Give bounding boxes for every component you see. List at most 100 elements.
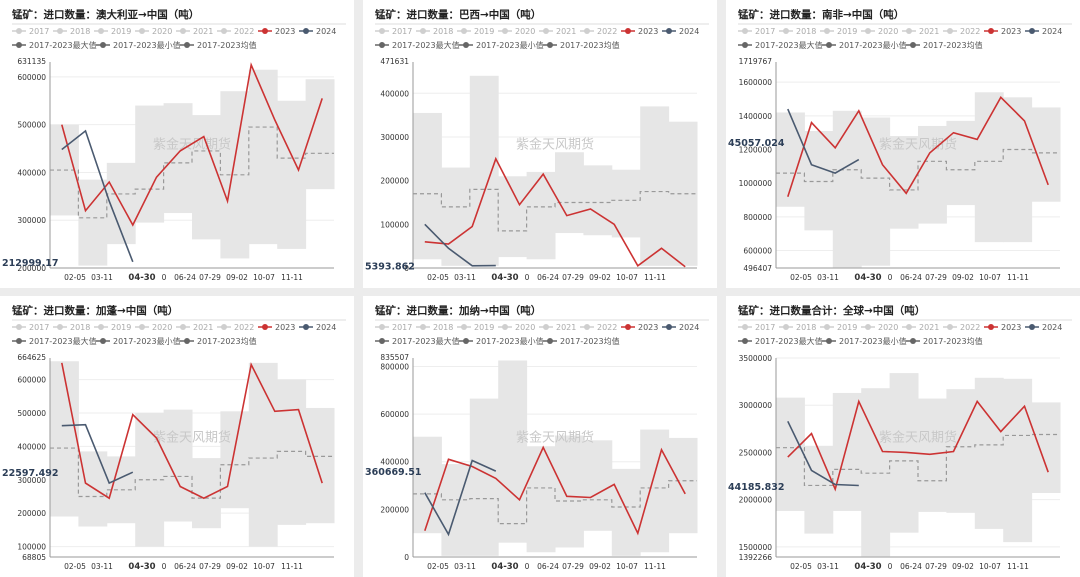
x-tick-label: 03-11 xyxy=(817,562,839,571)
chart-svg: 锰矿：进口数量：澳大利亚→中国（吨） 2017 2018 2019 2020 2021 20… xyxy=(2,8,346,283)
range-band xyxy=(832,110,862,268)
legend-label-2019: 2019 xyxy=(474,27,494,36)
range-band xyxy=(946,389,976,513)
legend-swatch-dot xyxy=(379,42,385,48)
legend-swatch-dot xyxy=(947,324,953,330)
y-max-label: 664625 xyxy=(17,353,46,362)
range-band xyxy=(192,115,221,240)
legend-swatch-dot xyxy=(461,28,467,34)
y-tick-label: 1600000 xyxy=(739,78,773,87)
range-band xyxy=(163,409,193,522)
legend-swatch-dot xyxy=(826,338,832,344)
legend-label-2021: 2021 xyxy=(193,323,213,332)
y-tick-label: 400000 xyxy=(17,442,46,451)
y-tick-label: 1200000 xyxy=(739,146,773,155)
x-tick-label: 11-11 xyxy=(644,273,666,282)
average-line xyxy=(413,480,697,525)
x-tick-label: 06-24 xyxy=(174,273,196,282)
range-band xyxy=(640,106,670,266)
y-tick-label: 1400000 xyxy=(739,112,773,121)
y-tick-label: 1500000 xyxy=(739,543,773,552)
legend-label-2024: 2024 xyxy=(679,323,699,332)
x-tick-label: 09-02 xyxy=(589,273,611,282)
legend-label-stat: 2017-2023最大值 xyxy=(392,40,460,50)
legend-swatch-dot xyxy=(262,324,268,330)
y-tick-label: 400000 xyxy=(380,89,409,98)
legend-swatch-dot xyxy=(100,338,106,344)
x-tick-label: 06-24 xyxy=(900,562,922,571)
legend-swatch-dot xyxy=(910,42,916,48)
legend-label-2022: 2022 xyxy=(234,27,254,36)
average-line xyxy=(776,433,1060,487)
x-tick-label: 11-11 xyxy=(644,562,666,571)
range-band xyxy=(889,136,919,229)
watermark: 紫金天风期货 xyxy=(516,430,594,446)
legend-label-2019: 2019 xyxy=(837,323,857,332)
x-tick-label: 11-11 xyxy=(1007,273,1029,282)
range-band xyxy=(413,112,442,260)
legend-swatch-dot xyxy=(625,324,631,330)
legend-swatch-dot xyxy=(420,28,426,34)
series-line-2024 xyxy=(424,459,497,537)
y-tick-label: 300000 xyxy=(380,133,409,142)
chart-panel-south-africa: 锰矿：进口数量：南非→中国（吨） 2017 2018 2019 2020 2021 2022… xyxy=(726,0,1080,288)
legend-label-stat: 2017-2023最小值 xyxy=(839,336,907,346)
legend-label-stat: 2017-2023均值 xyxy=(197,336,257,346)
chart-svg: 锰矿：进口数量：巴西→中国（吨） 2017 2018 2019 2020 2021 2022… xyxy=(365,8,709,283)
legend-swatch-dot xyxy=(463,42,469,48)
y-max-label: 1719767 xyxy=(739,57,773,66)
legend-swatch-dot xyxy=(910,338,916,344)
y-tick-label: 200000 xyxy=(17,264,46,273)
axis-pointer-label: 44185.832 xyxy=(728,482,785,493)
y-tick-label: 500000 xyxy=(17,121,46,130)
x-tick-label: 09-02 xyxy=(226,273,248,282)
legend-swatch-dot xyxy=(98,324,104,330)
y-max-label: 471631 xyxy=(380,57,409,66)
chart-svg: 锰矿：进口数量合计：全球→中国（吨） 2017 2018 2019 2020 2021 20… xyxy=(728,304,1072,572)
legend-swatch-dot xyxy=(262,28,268,34)
y-tick-label: 200000 xyxy=(380,177,409,186)
range-band xyxy=(861,388,891,557)
legend-swatch-dot xyxy=(16,28,22,34)
legend-label-2017: 2017 xyxy=(392,27,412,36)
y-tick-label: 500000 xyxy=(17,409,46,418)
average-line xyxy=(50,447,334,499)
legend-swatch-dot xyxy=(547,338,553,344)
legend-label-2023: 2023 xyxy=(275,27,295,36)
range-band xyxy=(78,451,108,527)
range-band xyxy=(78,179,108,266)
legend-label-stat: 2017-2023最大值 xyxy=(392,336,460,346)
legend-swatch-dot xyxy=(379,28,385,34)
chart-svg: 锰矿：进口数量：加蓬→中国（吨） 2017 2018 2019 2020 2021 2022… xyxy=(2,304,346,572)
legend-label-2021: 2021 xyxy=(556,27,576,36)
x-tick-label: 10-07 xyxy=(253,273,275,282)
x-tick-label: 04-30 xyxy=(854,562,881,572)
legend-label-2020: 2020 xyxy=(515,27,535,36)
legend-label-2019: 2019 xyxy=(837,27,857,36)
x-tick-label: 0 xyxy=(888,273,893,282)
x-tick-label: 06-24 xyxy=(174,562,196,571)
x-tick-label: 10-07 xyxy=(979,562,1001,571)
legend-swatch-dot xyxy=(906,324,912,330)
x-tick-label: 04-30 xyxy=(128,562,155,572)
range-band xyxy=(248,69,278,245)
y-tick-label: 3500000 xyxy=(739,354,773,363)
legend-swatch-dot xyxy=(1029,28,1035,34)
average-line xyxy=(413,188,697,232)
legend-swatch-dot xyxy=(742,338,748,344)
legend-swatch-dot xyxy=(184,338,190,344)
range-band xyxy=(498,176,528,258)
x-tick-label: 04-30 xyxy=(128,273,155,283)
legend-label-2022: 2022 xyxy=(960,27,980,36)
range-band xyxy=(611,169,641,238)
legend-label-2018: 2018 xyxy=(433,323,453,332)
legend-label-2022: 2022 xyxy=(597,323,617,332)
series-line-2024 xyxy=(61,129,134,263)
chart-title: 锰矿：进口数量：加纳→中国（吨） xyxy=(375,304,541,317)
legend-swatch-dot xyxy=(98,28,104,34)
x-tick-label: 06-24 xyxy=(900,273,922,282)
legend-swatch-dot xyxy=(180,324,186,330)
legend-swatch-dot xyxy=(139,324,145,330)
range-band xyxy=(918,398,947,512)
chart-panel-australia: 锰矿：进口数量：澳大利亚→中国（吨） 2017 2018 2019 2020 2021 20… xyxy=(0,0,354,288)
